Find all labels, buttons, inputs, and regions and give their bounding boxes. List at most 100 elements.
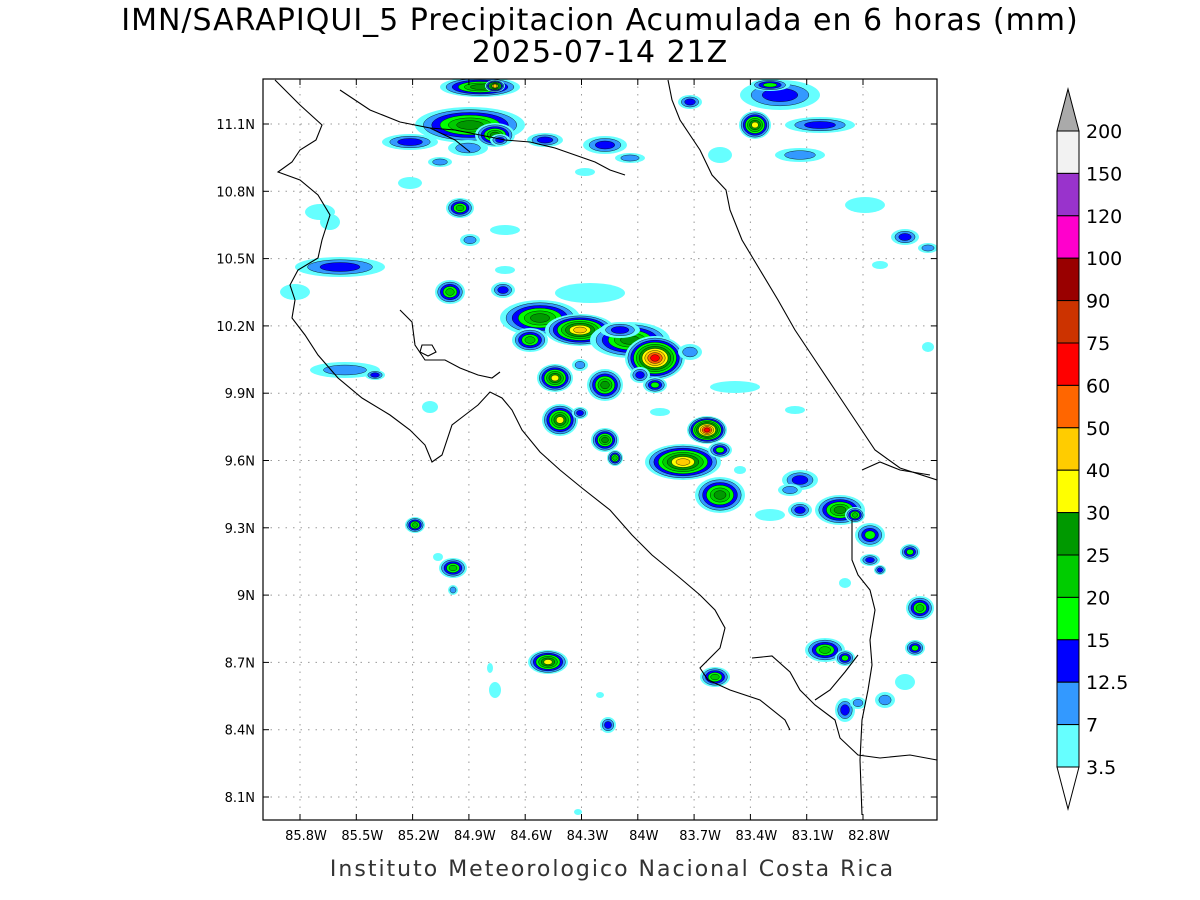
colorbar-level-label: 40 [1086, 460, 1110, 482]
lat-tick-label: 9N [237, 589, 255, 604]
colorbar-level-label: 90 [1086, 291, 1110, 313]
lat-tick-label: 10.8N [216, 185, 255, 200]
precip-cell [583, 136, 627, 154]
precip-cell [739, 111, 771, 139]
map-frame [262, 78, 938, 821]
precip-cell [487, 663, 493, 673]
colorbar-swatch [1056, 300, 1080, 344]
precip-cell [900, 544, 920, 560]
precip-cell [835, 650, 855, 666]
colorbar-level-label: 120 [1086, 206, 1122, 228]
precip-cell [839, 578, 851, 588]
colorbar-swatch [1056, 681, 1080, 726]
precip-cell [428, 157, 452, 167]
lat-tick-label: 11.1N [216, 118, 255, 133]
precip-cell [490, 225, 520, 235]
precip-cell [446, 198, 474, 218]
precip-cell [575, 168, 595, 176]
colorbar-swatch [1056, 384, 1080, 429]
precip-cell [495, 266, 515, 274]
precip-cell [460, 234, 480, 246]
precip-cell [630, 367, 650, 383]
precip-cell [785, 406, 805, 414]
precip-cell [615, 153, 645, 163]
precip-cell [905, 640, 925, 656]
precip-cell [891, 229, 919, 245]
precip-cell [600, 717, 616, 733]
precip-cell [805, 638, 845, 662]
precip-cell [778, 484, 802, 496]
precip-cell [435, 280, 465, 304]
precip-cell [850, 697, 866, 709]
map-title: IMN/SARAPIQUI_5 Precipitacion Acumulada … [121, 3, 1079, 38]
precip-cell [750, 79, 790, 91]
precip-cell [591, 428, 619, 452]
precip-cell [555, 283, 625, 303]
colorbar-swatch [1056, 215, 1080, 259]
precip-cell [845, 197, 885, 213]
precip-cell [512, 328, 548, 352]
precip-cell [815, 495, 865, 525]
colorbar-level-label: 30 [1086, 503, 1110, 525]
colorbar-swatch [1056, 469, 1080, 514]
lat-tick-label: 9.9N [225, 387, 255, 402]
precip-cell [398, 177, 422, 189]
lon-tick-label: 83.1W [792, 829, 834, 844]
colorbar-swatch [1056, 596, 1080, 641]
colorbar-swatch [1056, 130, 1080, 174]
precip-cell [860, 554, 880, 566]
lat-tick-label: 10.5N [216, 253, 255, 268]
precip-cell [874, 565, 886, 575]
colorbar-swatch [1056, 554, 1080, 598]
precip-cell [542, 404, 578, 436]
precip-cell [448, 585, 458, 595]
precip-cell [708, 147, 732, 163]
precip-cell [485, 80, 505, 92]
colorbar-level-label: 7 [1086, 715, 1098, 737]
colorbar-level-label: 15 [1086, 630, 1110, 652]
lat-tick-label: 8.4N [225, 724, 255, 739]
precip-cell [587, 369, 623, 401]
precip-cell [280, 284, 310, 300]
colorbar-swatch [1056, 724, 1080, 768]
lon-tick-label: 83.7W [679, 829, 721, 844]
precip-cell [695, 477, 745, 513]
precip-cell [537, 364, 573, 392]
lon-tick-label: 84.9W [454, 829, 496, 844]
lon-tick-label: 84.6W [510, 829, 552, 844]
precip-cell [687, 416, 727, 444]
lat-tick-label: 9.3N [225, 522, 255, 537]
precip-cell [845, 507, 865, 523]
colorbar-level-label: 12.5 [1086, 672, 1128, 694]
colorbar-level-label: 3.5 [1086, 757, 1116, 779]
precip-cell [788, 502, 812, 518]
colorbar-swatch [1056, 342, 1080, 386]
precip-cell [708, 442, 732, 458]
precip-cell [607, 450, 623, 466]
precip-cell [835, 698, 855, 722]
precip-cell [855, 523, 885, 547]
longitude-axis: 85.8W 85.5W 85.2W 84.9W 84.6W 84.3W 84W 83.7W 83… [285, 79, 890, 844]
lon-tick-label: 84W [629, 829, 659, 844]
precip-cell [650, 408, 670, 416]
precip-cell [528, 650, 568, 674]
precip-cell [574, 809, 582, 815]
country-borders [274, 79, 937, 816]
precip-cell [382, 134, 438, 150]
precip-cell [600, 322, 640, 338]
precip-cell [785, 117, 855, 133]
colorbar-max-arrow [1056, 87, 1080, 132]
precip-cell [433, 553, 443, 561]
precip-cell [755, 509, 785, 521]
map-datetime: 2025-07-14 21Z [471, 35, 729, 70]
colorbar-swatch [1056, 512, 1080, 556]
precip-cell [596, 692, 604, 698]
lon-tick-label: 84.3W [567, 829, 609, 844]
colorbar-level-label: 60 [1086, 375, 1110, 397]
precip-cell [678, 95, 702, 109]
colorbar-level-label: 75 [1086, 333, 1110, 355]
lon-tick-label: 85.8W [285, 829, 327, 844]
precip-cell [734, 466, 746, 474]
lon-tick-label: 83.4W [735, 829, 777, 844]
